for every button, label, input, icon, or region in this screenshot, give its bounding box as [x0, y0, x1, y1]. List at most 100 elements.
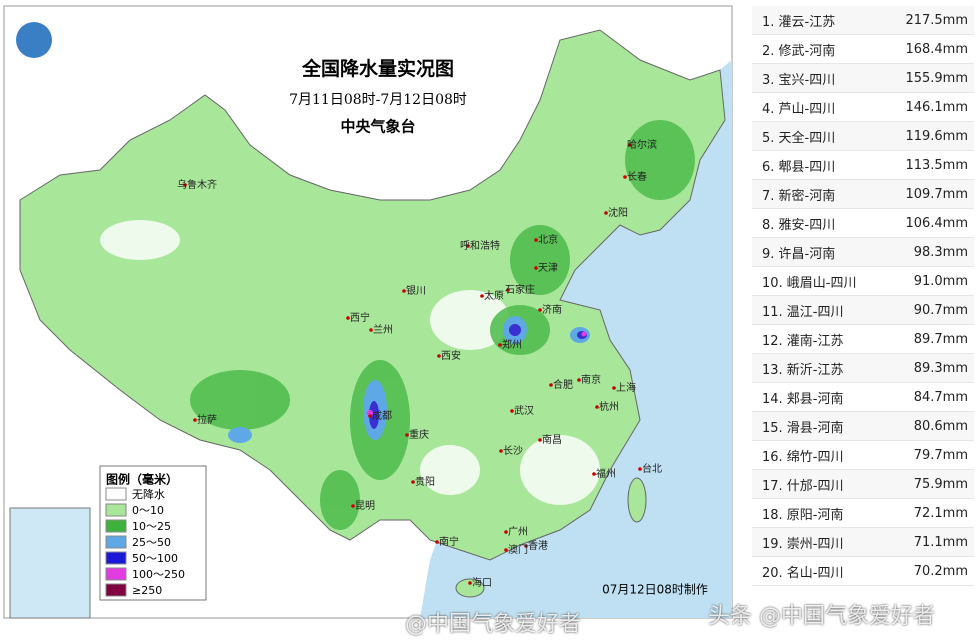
city-label: 南宁 [439, 535, 459, 548]
city-label: 郑州 [502, 338, 522, 351]
rainfall: 146.1mm [905, 99, 968, 115]
table-row: 10. 峨眉山-四川 91.0mm [752, 267, 974, 296]
rainfall: 109.7mm [905, 186, 968, 202]
city-dot [346, 316, 350, 320]
city-dot [638, 467, 642, 471]
logo [16, 22, 52, 58]
table-row: 17. 什邡-四川 75.9mm [752, 470, 974, 499]
legend-label: 0～10 [132, 504, 164, 517]
city-dot [538, 308, 542, 312]
table-row: 20. 名山-四川 70.2mm [752, 557, 974, 586]
table-row: 1. 灌云-江苏 217.5mm [752, 6, 974, 35]
city-dot [628, 143, 632, 147]
watermark: @中国气象爱好者 [405, 612, 582, 637]
station: 10. 峨眉山-四川 [762, 275, 857, 291]
city-dot [402, 289, 406, 293]
city-dot [405, 433, 409, 437]
table-row: 3. 宝兴-四川 155.9mm [752, 64, 974, 93]
city-label: 长沙 [503, 445, 523, 457]
city-dot [480, 294, 484, 298]
rainfall: 90.7mm [913, 302, 968, 318]
city-dot [592, 472, 596, 476]
rainfall: 79.7mm [913, 447, 968, 463]
rainfall: 91.0mm [913, 273, 968, 289]
legend-title: 图例（毫米） [106, 472, 178, 487]
city-label: 海口 [472, 576, 492, 589]
rainfall: 119.6mm [905, 128, 968, 144]
rainfall: 98.3mm [913, 244, 968, 260]
table-row: 15. 滑县-河南 80.6mm [752, 412, 974, 441]
station: 13. 新沂-江苏 [762, 362, 844, 378]
city-dot [411, 480, 415, 484]
station: 16. 绵竹-四川 [762, 449, 844, 465]
watermark: 头条 @中国气象爱好者 [708, 604, 935, 629]
station: 8. 雅安-四川 [762, 217, 836, 233]
city-dot [499, 449, 503, 453]
city-label: 沈阳 [608, 206, 628, 219]
china-outline [19, 29, 726, 561]
city-label: 南昌 [542, 433, 562, 446]
city-dot [538, 438, 542, 442]
rainfall: 70.2mm [913, 563, 968, 579]
station: 20. 名山-四川 [762, 565, 844, 581]
station: 9. 许昌-河南 [762, 246, 836, 262]
station: 11. 温江-四川 [762, 304, 844, 320]
city-dot [351, 504, 355, 508]
rainfall: 168.4mm [905, 41, 968, 57]
city-dot [595, 405, 599, 409]
city-label: 成都 [372, 410, 392, 422]
city-label: 拉萨 [197, 413, 217, 426]
city-label: 西宁 [350, 311, 370, 324]
map-issuer: 中央气象台 [340, 118, 415, 136]
station: 7. 新密-河南 [762, 188, 836, 204]
city-label: 兰州 [373, 323, 393, 336]
extreme-rain [367, 331, 587, 416]
city-label: 石家庄 [505, 283, 535, 296]
table-row: 11. 温江-四川 90.7mm [752, 296, 974, 325]
city-dot [504, 548, 508, 552]
rainfall: 75.9mm [913, 476, 968, 492]
city-dot [506, 288, 510, 292]
city-label: 长春 [627, 171, 647, 183]
city-label: 乌鲁木齐 [177, 178, 217, 191]
city-label: 南京 [581, 373, 601, 386]
station: 15. 滑县-河南 [762, 420, 844, 436]
legend-swatch [105, 551, 127, 565]
city-dot [534, 266, 538, 270]
city-dot [623, 175, 627, 179]
map-period: 7月11日08时-7月12日08时 [289, 92, 467, 108]
rainfall: 113.5mm [905, 157, 968, 173]
table-row: 13. 新沂-江苏 89.3mm [752, 354, 974, 383]
legend-swatch [105, 519, 127, 533]
legend-label: 50～100 [132, 552, 178, 565]
city-label: 西安 [441, 349, 461, 362]
table-row: 8. 雅安-四川 106.4mm [752, 209, 974, 238]
city-label: 银川 [406, 284, 426, 297]
station: 3. 宝兴-四川 [762, 72, 836, 88]
city-label: 呼和浩特 [460, 240, 500, 252]
city-label: 重庆 [409, 428, 429, 441]
rainfall: 84.7mm [913, 389, 968, 405]
legend-swatch [105, 503, 127, 517]
city-label: 台北 [642, 462, 662, 475]
city-dot [437, 354, 441, 358]
city-label: 香港 [528, 540, 548, 552]
rainfall: 217.5mm [905, 12, 968, 28]
south-sea-inset [9, 507, 91, 619]
table-row: 19. 崇州-四川 71.1mm [752, 528, 974, 557]
city-label: 哈尔滨 [627, 138, 657, 151]
city-dot [534, 238, 538, 242]
city-dot [498, 343, 502, 347]
station: 2. 修武-河南 [762, 43, 836, 59]
station: 18. 原阳-河南 [762, 507, 844, 523]
city-label: 北京 [538, 233, 558, 246]
city-label: 广州 [508, 526, 528, 538]
map-footer: 07月12日08时制作 [602, 583, 708, 597]
hainan [455, 578, 485, 598]
table-row: 4. 芦山-四川 146.1mm [752, 93, 974, 122]
city-label: 上海 [616, 381, 636, 394]
table-row: 16. 绵竹-四川 79.7mm [752, 441, 974, 470]
taiwan [627, 477, 647, 523]
city-dot [577, 378, 581, 382]
